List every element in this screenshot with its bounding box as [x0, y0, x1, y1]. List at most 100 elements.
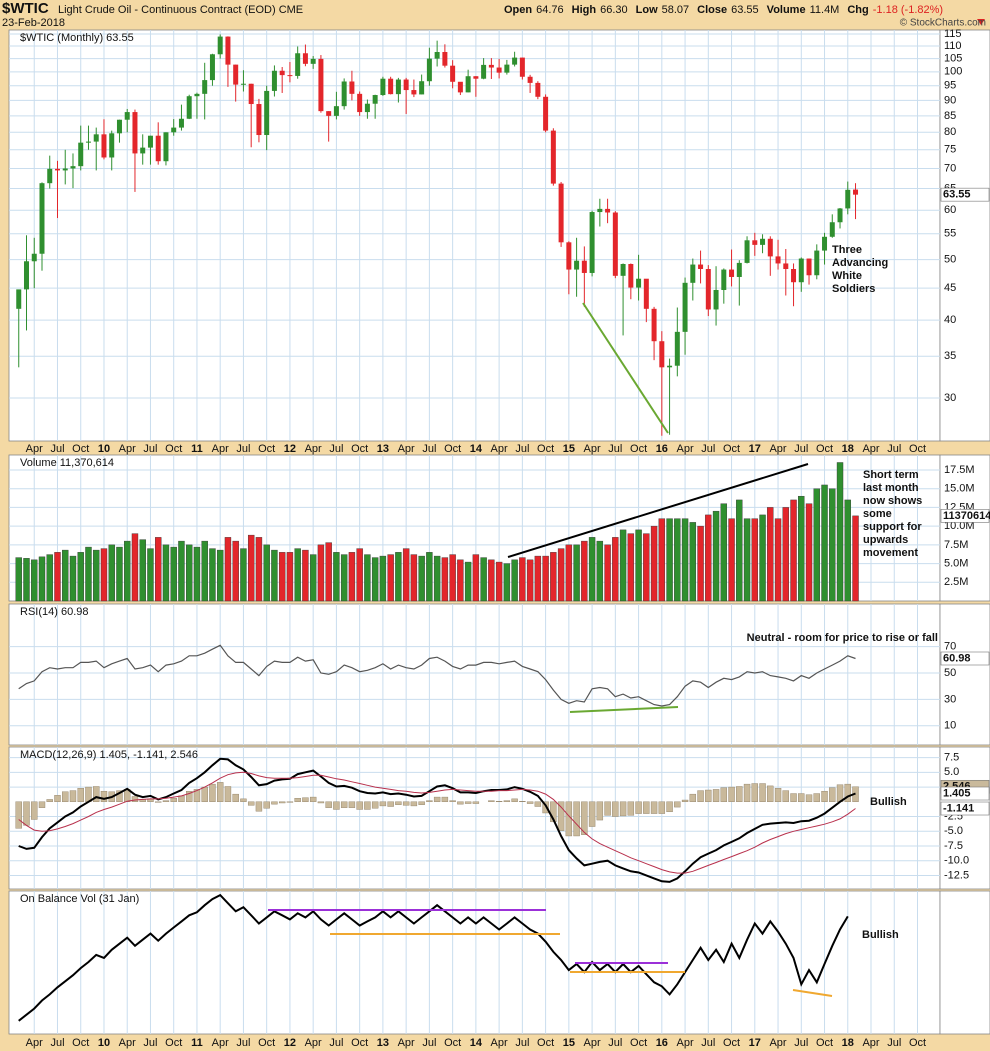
histogram-bar	[170, 798, 177, 802]
x-tick-label: Jul	[143, 1037, 157, 1049]
volume-bar	[774, 518, 782, 602]
candle-body	[612, 212, 618, 276]
candle-body	[488, 64, 494, 68]
candle-body	[450, 65, 456, 82]
x-tick-label: Oct	[723, 443, 740, 455]
candle-body	[829, 222, 835, 237]
histogram-bar	[441, 796, 449, 802]
volume-bar	[681, 518, 689, 602]
plot-area	[8, 29, 941, 442]
x-tick-label: Jul	[515, 443, 529, 455]
candle-body	[558, 183, 564, 243]
histogram-bar	[472, 801, 480, 804]
histogram-bar	[627, 801, 635, 816]
histogram-bar	[348, 801, 356, 808]
candle-body	[853, 189, 859, 195]
histogram-bar	[503, 800, 511, 802]
value-badge	[940, 509, 990, 523]
histogram-bar	[23, 801, 30, 826]
histogram-bar	[15, 801, 22, 829]
candle-body	[202, 80, 208, 94]
volume-bar	[62, 549, 69, 602]
candle-body	[481, 64, 487, 79]
candle-body	[101, 134, 107, 158]
volume-bar	[712, 510, 720, 602]
volume-bar	[139, 539, 146, 602]
x-tick-label: Apr	[305, 1037, 322, 1049]
stat-value: -1.18 (-1.82%)	[873, 4, 943, 16]
candle-body	[682, 282, 688, 332]
x-tick-label: Jul	[608, 1037, 622, 1049]
y-tick-label: 10.0M	[944, 520, 975, 532]
volume-bar	[38, 556, 46, 602]
annotation: Soldiers	[832, 283, 875, 295]
plot-area	[8, 603, 941, 746]
volume-bar	[294, 548, 301, 602]
stat-label: High	[572, 4, 597, 16]
x-tick-label: Apr	[119, 1037, 136, 1049]
y-tick-label: 110	[944, 40, 962, 52]
volume-bar	[573, 544, 580, 602]
volume-bar	[503, 563, 511, 602]
panel-title: On Balance Vol (31 Jan)	[20, 893, 139, 905]
histogram-bar	[325, 801, 332, 808]
volume-bar	[302, 549, 309, 602]
histogram-bar	[557, 801, 565, 831]
volume-bar	[418, 555, 425, 602]
trend-line	[569, 706, 679, 713]
candle-body	[814, 250, 820, 276]
x-tick-label: 13	[377, 1037, 389, 1049]
candle-body	[62, 168, 68, 171]
volume-bar	[395, 552, 402, 602]
y-tick-label: 5.0M	[944, 557, 968, 569]
volume-bar	[767, 507, 774, 602]
candle-body	[23, 261, 29, 290]
candle-body	[132, 112, 138, 154]
histogram-bar	[62, 791, 69, 802]
y-tick-label: 10	[944, 720, 956, 732]
volume-bar	[340, 554, 348, 602]
x-tick-label: Oct	[351, 443, 368, 455]
volume-bar	[402, 548, 410, 602]
candle-body	[395, 79, 401, 95]
y-tick-label: 5.0	[944, 766, 959, 778]
annotation: some	[863, 508, 892, 520]
stat-value: 66.30	[600, 4, 628, 16]
x-tick-label: 15	[563, 443, 575, 455]
x-tick-label: Oct	[816, 1037, 833, 1049]
x-tick-label: Apr	[398, 1037, 415, 1049]
candle-body	[116, 119, 122, 134]
x-tick-label: 10	[98, 443, 110, 455]
value-badge	[940, 651, 990, 666]
volume-bar	[186, 544, 193, 602]
annotation: now shows	[863, 495, 922, 507]
volume-bar	[426, 552, 433, 602]
candle-body	[527, 76, 533, 83]
y-tick-label: -10.0	[944, 855, 969, 867]
y-tick-label: 7.5	[944, 752, 959, 764]
candle-body	[225, 36, 231, 65]
candle-body	[705, 269, 711, 310]
x-tick-label: Apr	[26, 1037, 43, 1049]
histogram-bar	[495, 801, 503, 802]
histogram-bar	[588, 801, 596, 827]
candle-body	[16, 289, 22, 309]
candle-body	[760, 238, 766, 245]
histogram-bar	[255, 801, 263, 812]
volume-bar	[782, 507, 789, 602]
x-tick-label: Jul	[143, 443, 157, 455]
x-tick-label: 17	[749, 1037, 761, 1049]
volume-bar	[100, 548, 108, 602]
candle-body	[721, 269, 727, 290]
volume-bar	[821, 484, 828, 602]
x-tick-label: Oct	[630, 443, 647, 455]
candle-body	[140, 147, 146, 154]
candle-body	[217, 36, 223, 55]
annotation: Neutral - room for price to rise or fall	[747, 632, 938, 644]
x-tick-label: Oct	[909, 443, 926, 455]
histogram-bar	[340, 801, 348, 808]
candle-body	[256, 104, 262, 136]
x-tick-label: Jul	[701, 1037, 715, 1049]
volume-bar	[286, 552, 294, 602]
